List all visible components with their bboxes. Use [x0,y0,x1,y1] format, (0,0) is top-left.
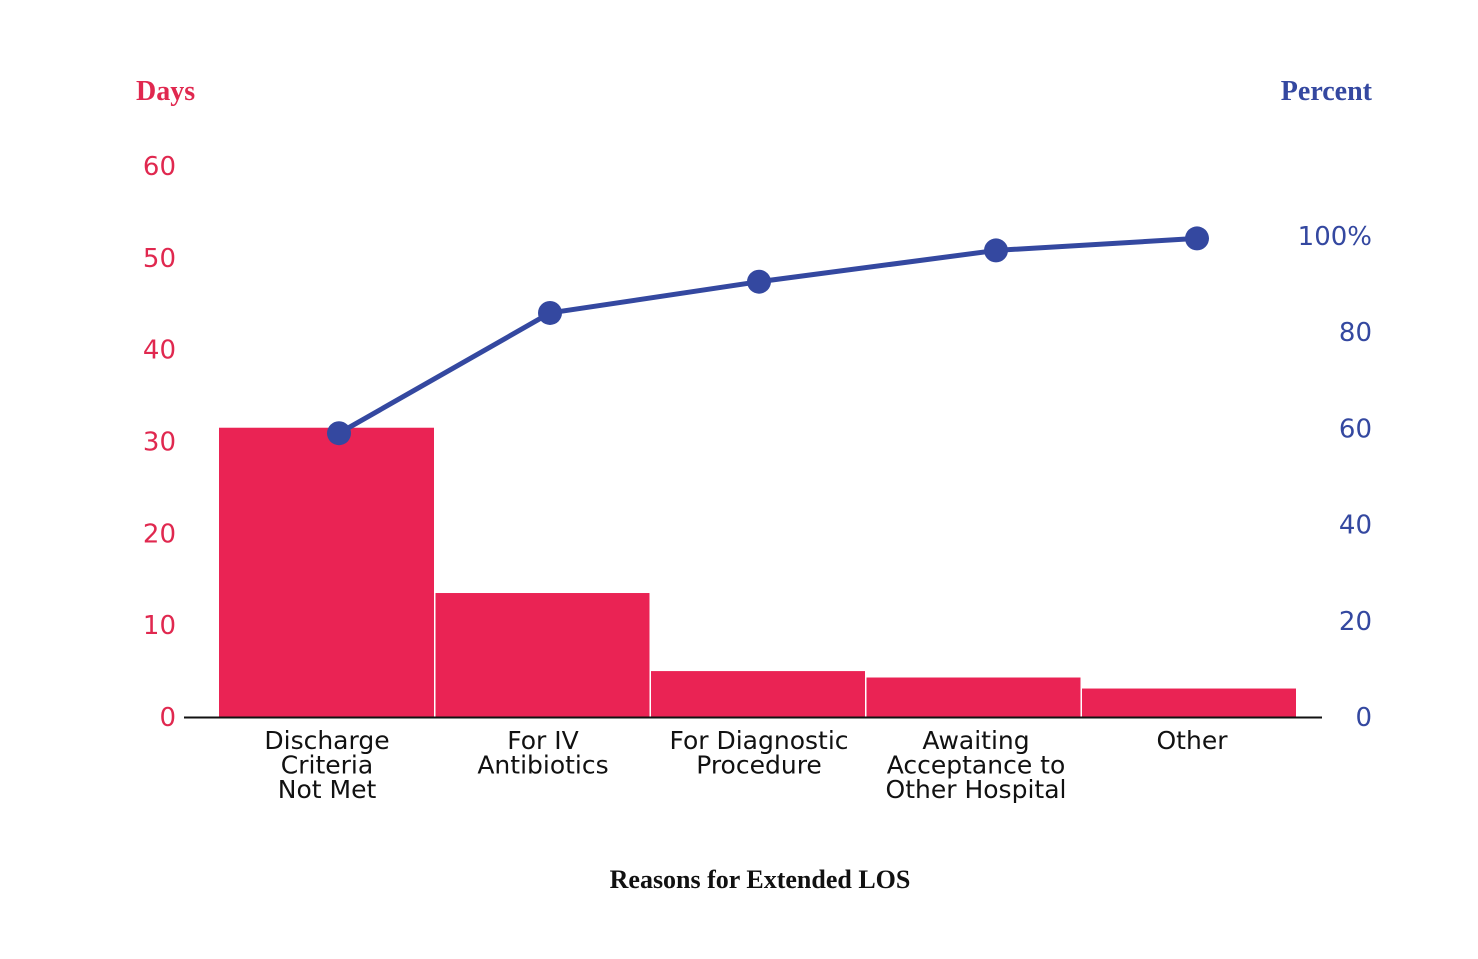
category-label-line: Antibiotics [477,751,608,780]
category-label-line: Other Hospital [886,775,1067,804]
left-axis-tick: 50 [143,244,176,274]
line-point-3 [747,269,771,294]
left-axis-tick: 10 [143,611,176,641]
category-labels: Discharge Criteria Not Met For IV Antibiotic… [264,726,1228,804]
left-axis-ticks: 0 10 20 30 40 50 60 [143,152,176,733]
bar-3 [651,671,865,717]
category-label-line: Criteria [281,751,373,780]
bar-5 [1082,688,1296,717]
category-label-line: Not Met [278,775,377,804]
bar-4 [866,677,1081,717]
category-label-line: Discharge [264,726,389,755]
left-axis-tick: 40 [143,336,176,366]
line-point-4 [984,238,1008,263]
right-axis-ticks: 0 20 40 60 80 100% [1298,222,1372,733]
cumulative-percent-series [327,226,1209,446]
category-label-4: Awaiting Acceptance to Other Hospital [886,726,1067,804]
line-point-1 [327,421,351,446]
category-label-line: For IV [507,726,578,755]
left-axis-tick: 60 [143,152,176,182]
category-label-line: Acceptance to [887,751,1066,780]
right-axis-tick: 0 [1355,703,1372,733]
bar-2 [435,593,650,717]
category-label-5: Other [1157,726,1229,755]
right-axis-tick: 20 [1339,607,1372,637]
category-label-line: For Diagnostic [669,726,848,755]
category-label-2: For IV Antibiotics [477,726,608,780]
right-axis-tick: 100% [1298,222,1372,252]
bar-1 [219,427,434,717]
right-axis-tick: 80 [1339,318,1372,348]
right-axis-title: Percent [1281,76,1373,107]
category-label-1: Discharge Criteria Not Met [264,726,389,804]
bar-series [219,427,1296,717]
category-label-line: Procedure [696,751,822,780]
category-label-line: Awaiting [922,726,1029,755]
left-axis-tick: 30 [143,428,176,458]
category-label-3: For Diagnostic Procedure [669,726,848,780]
line-point-5 [1185,226,1209,251]
left-axis-tick: 20 [143,519,176,549]
category-label-line: Other [1157,726,1229,755]
x-axis-title: Reasons for Extended LOS [610,865,911,894]
left-axis-tick: 0 [159,703,176,733]
cumulative-line [336,235,1200,436]
left-axis-title: Days [136,76,195,107]
right-axis-tick: 60 [1339,414,1372,444]
right-axis-tick: 40 [1339,511,1372,541]
line-point-2 [538,300,562,325]
